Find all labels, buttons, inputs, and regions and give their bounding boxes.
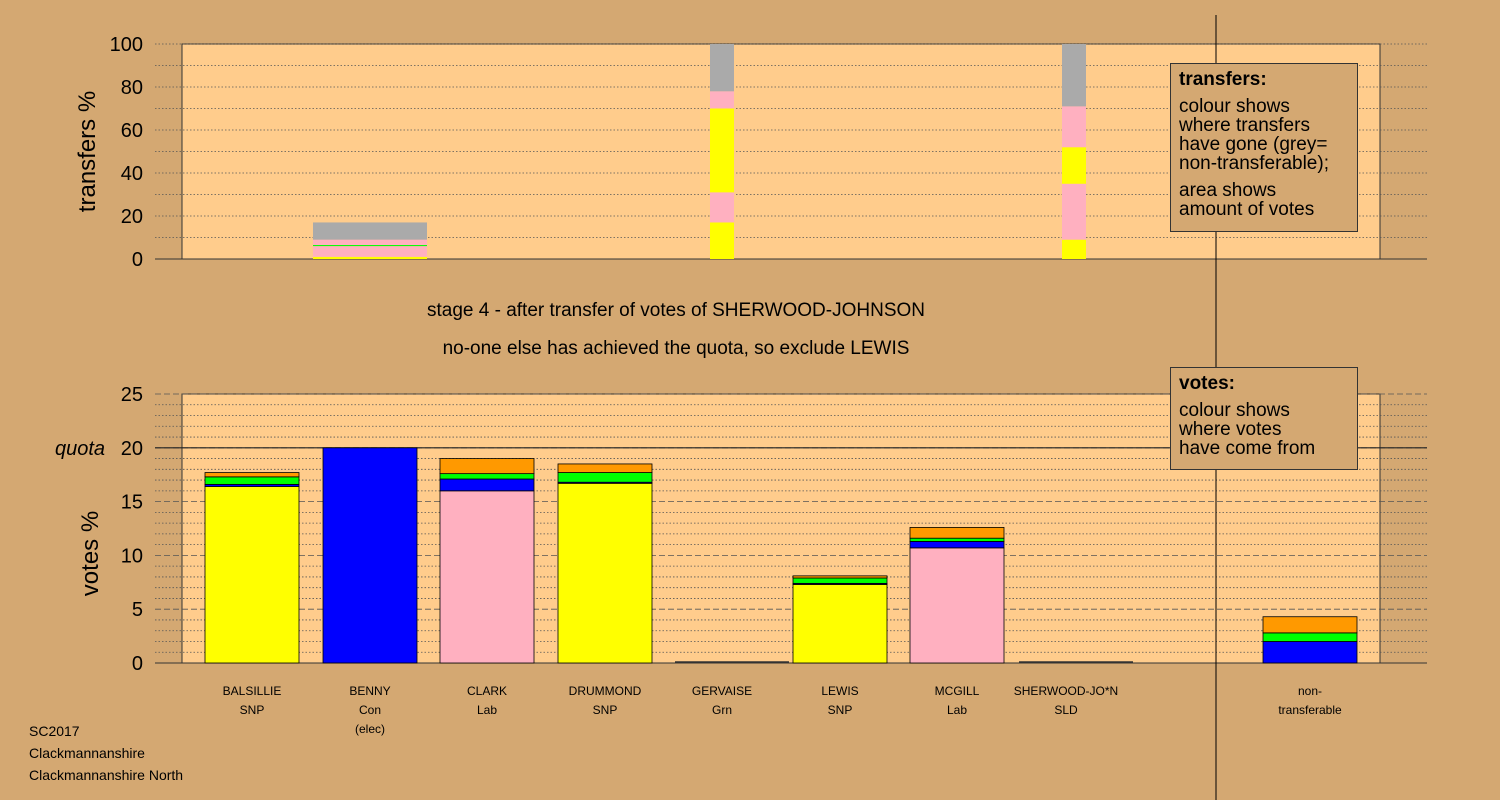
transfers-legend-text-2: area shows amount of votes: [1179, 181, 1349, 219]
category-label: GERVAISE: [692, 684, 752, 698]
legend-line: have gone (grey=: [1179, 134, 1328, 155]
vote-segment: [792, 575, 888, 579]
transfer-segment: [1062, 239, 1086, 259]
transfers-legend-text-1: colour shows where transfers have gone (…: [1179, 97, 1349, 173]
votes-tick-label: 20: [121, 438, 143, 460]
votes-tick-label: 25: [121, 384, 143, 406]
vote-segment: [439, 490, 535, 664]
transfers-tick-label: 80: [121, 77, 143, 99]
category-label: BALSILLIE: [223, 684, 282, 698]
category-label: DRUMMOND: [569, 684, 642, 698]
category-label: (elec): [355, 722, 385, 736]
vote-segment: [909, 537, 1005, 542]
category-label: SHERWOOD-JO*N: [1014, 684, 1118, 698]
transfer-segment: [313, 256, 427, 259]
vote-segment: [204, 486, 300, 664]
legend-line: colour shows: [1179, 96, 1290, 117]
legend-line: where transfers: [1179, 115, 1310, 136]
votes-tick-label: 15: [121, 492, 143, 514]
category-label: Con: [359, 703, 381, 717]
legend-line: have come from: [1179, 438, 1316, 459]
transfers-legend-title: transfers:: [1179, 69, 1267, 90]
footer-ward: Clackmannanshire North: [29, 767, 184, 783]
transfer-segment: [313, 246, 427, 257]
legend-line: non-transferable);: [1179, 153, 1329, 174]
category-label: SNP: [828, 703, 853, 717]
legend-line: area shows: [1179, 180, 1277, 201]
vote-segment: [557, 482, 653, 664]
footer: SC2017 Clackmannanshire Clackmannanshire…: [29, 720, 183, 786]
votes-legend-title: votes:: [1179, 373, 1235, 394]
transfer-segment: [313, 245, 427, 247]
quota-label: quota: [55, 438, 105, 460]
legend-line: amount of votes: [1179, 199, 1315, 220]
transfer-segment: [1062, 44, 1086, 107]
category-label: MCGILL: [935, 684, 980, 698]
vote-segment: [557, 472, 653, 483]
category-label: Lab: [477, 703, 497, 717]
category-label: LEWIS: [821, 684, 858, 698]
category-label: CLARK: [467, 684, 507, 698]
category-label: non-: [1298, 684, 1322, 698]
votes-legend-text: colour shows where votes have come from: [1179, 401, 1349, 458]
transfer-segment: [710, 192, 734, 223]
votes-tick-label: 10: [121, 545, 143, 567]
transfers-tick-label: 60: [121, 120, 143, 142]
category-label: transferable: [1278, 703, 1342, 717]
footer-election: SC2017: [29, 723, 80, 739]
vote-segment: [322, 447, 418, 664]
transfer-segment: [313, 239, 427, 246]
category-label: Lab: [947, 703, 967, 717]
vote-segment: [204, 476, 300, 485]
vote-segment: [792, 584, 888, 664]
vote-segment: [1262, 632, 1358, 642]
legend-line: where votes: [1179, 419, 1282, 440]
vote-segment: [439, 473, 535, 480]
legend-line: colour shows: [1179, 400, 1290, 421]
axis-text: 0 20 40 60 80 100 transfers % 0 5 10 15 20 25 quota vo…: [55, 34, 1342, 736]
votes-tick-label: 5: [132, 599, 143, 621]
transfers-tick-label: 100: [110, 34, 143, 56]
category-label: Grn: [712, 703, 732, 717]
transfer-segment: [1062, 183, 1086, 240]
transfer-segment: [710, 222, 734, 259]
votes-tick-label: 0: [132, 653, 143, 675]
category-label: SLD: [1054, 703, 1078, 717]
category-label: SNP: [593, 703, 618, 717]
vote-segment: [439, 478, 535, 492]
transfers-legend: transfers: colour shows where transfers …: [1170, 63, 1358, 232]
category-label: BENNY: [349, 684, 390, 698]
transfer-segment: [710, 91, 734, 109]
stage-line-2: no-one else has achieved the quota, so e…: [442, 338, 910, 359]
vote-segment: [909, 527, 1005, 539]
transfer-segment: [710, 108, 734, 193]
vote-segment: [1262, 641, 1358, 664]
transfers-axis-label: transfers %: [74, 91, 101, 212]
category-label: SNP: [240, 703, 265, 717]
transfer-segment: [710, 44, 734, 92]
vote-segment: [909, 547, 1005, 664]
vote-segment: [204, 472, 300, 478]
transfers-tick-label: 40: [121, 163, 143, 185]
transfer-segment: [1062, 106, 1086, 148]
vote-segment: [439, 458, 535, 475]
vote-segment: [909, 541, 1005, 549]
vote-segment: [792, 577, 888, 584]
transfers-tick-label: 20: [121, 206, 143, 228]
votes-axis-label: votes %: [77, 511, 104, 596]
stage-line-1: stage 4 - after transfer of votes of SHE…: [426, 300, 926, 321]
footer-council: Clackmannanshire: [29, 745, 145, 761]
vote-segment: [1262, 616, 1358, 634]
votes-legend: votes: colour shows where votes have com…: [1170, 367, 1358, 470]
vote-segment: [557, 463, 653, 473]
transfer-segment: [1062, 147, 1086, 184]
transfers-tick-label: 0: [132, 249, 143, 271]
transfer-segment: [313, 222, 427, 240]
